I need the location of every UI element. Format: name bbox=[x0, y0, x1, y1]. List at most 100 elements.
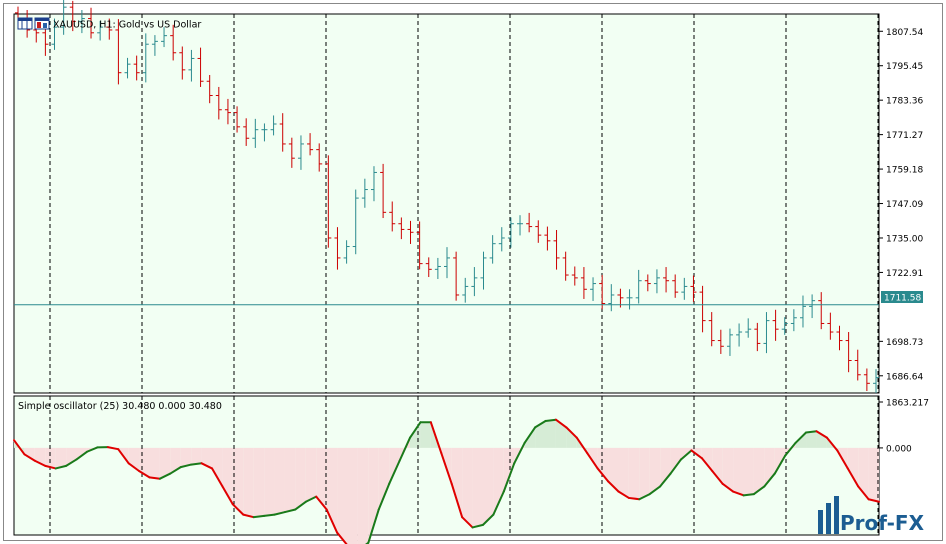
candlestick-series[interactable] bbox=[15, 0, 879, 393]
candle[interactable] bbox=[517, 215, 524, 236]
candle[interactable] bbox=[206, 74, 213, 104]
candle[interactable] bbox=[544, 226, 551, 251]
candle[interactable] bbox=[845, 332, 852, 373]
candle[interactable] bbox=[106, 18, 113, 40]
candle[interactable] bbox=[526, 212, 533, 233]
osc-segment bbox=[294, 500, 307, 511]
candle[interactable] bbox=[297, 135, 304, 170]
candle[interactable] bbox=[398, 217, 405, 240]
candle[interactable] bbox=[170, 24, 177, 61]
candle[interactable] bbox=[142, 33, 149, 83]
candle[interactable] bbox=[462, 277, 469, 303]
candle[interactable] bbox=[653, 269, 660, 294]
candle[interactable] bbox=[51, 18, 58, 50]
candle[interactable] bbox=[197, 47, 204, 87]
candle[interactable] bbox=[608, 284, 615, 312]
candle[interactable] bbox=[444, 247, 450, 279]
candle[interactable] bbox=[873, 369, 879, 393]
candle[interactable] bbox=[279, 113, 286, 152]
candle[interactable] bbox=[88, 7, 95, 39]
candle[interactable] bbox=[717, 329, 724, 354]
symbol-icon[interactable] bbox=[34, 17, 50, 30]
candle[interactable] bbox=[334, 227, 341, 270]
candle[interactable] bbox=[626, 289, 633, 310]
candle[interactable] bbox=[97, 20, 104, 41]
candle[interactable] bbox=[407, 220, 414, 244]
candle[interactable] bbox=[818, 292, 825, 330]
candle[interactable] bbox=[535, 220, 542, 243]
candle[interactable] bbox=[361, 178, 368, 208]
candle[interactable] bbox=[571, 266, 578, 286]
candle[interactable] bbox=[726, 328, 733, 356]
candle[interactable] bbox=[69, 0, 76, 32]
candle[interactable] bbox=[252, 118, 259, 148]
candle[interactable] bbox=[635, 269, 642, 304]
candle[interactable] bbox=[416, 221, 423, 270]
candle[interactable] bbox=[736, 323, 743, 347]
candle[interactable] bbox=[42, 26, 49, 56]
candle[interactable] bbox=[325, 155, 332, 248]
candle[interactable] bbox=[790, 309, 797, 332]
candle[interactable] bbox=[307, 133, 314, 156]
candle[interactable] bbox=[580, 267, 587, 299]
candle[interactable] bbox=[434, 257, 441, 280]
candle[interactable] bbox=[453, 251, 460, 301]
candle[interactable] bbox=[672, 274, 679, 298]
candle[interactable] bbox=[699, 285, 706, 333]
candle[interactable] bbox=[352, 189, 359, 255]
candle[interactable] bbox=[553, 230, 560, 270]
candle[interactable] bbox=[343, 240, 350, 264]
candle[interactable] bbox=[708, 312, 715, 347]
candle[interactable] bbox=[261, 123, 268, 142]
candle[interactable] bbox=[799, 295, 806, 328]
candle[interactable] bbox=[663, 267, 670, 293]
candle[interactable] bbox=[836, 325, 843, 351]
candle[interactable] bbox=[288, 137, 295, 168]
candle[interactable] bbox=[389, 201, 396, 232]
candle[interactable] bbox=[854, 349, 861, 381]
candle[interactable] bbox=[151, 35, 158, 56]
candle[interactable] bbox=[690, 275, 697, 302]
candle[interactable] bbox=[161, 27, 168, 48]
candle[interactable] bbox=[60, 0, 67, 35]
osc-segment bbox=[242, 513, 255, 519]
candle[interactable] bbox=[224, 98, 231, 125]
candle[interactable] bbox=[827, 312, 834, 340]
candle[interactable] bbox=[489, 235, 496, 264]
candle[interactable] bbox=[234, 106, 241, 133]
candle[interactable] bbox=[78, 10, 85, 34]
osc-segment bbox=[554, 418, 568, 429]
candle[interactable] bbox=[179, 46, 186, 80]
candle[interactable] bbox=[809, 294, 816, 319]
candle[interactable] bbox=[763, 312, 770, 354]
candle[interactable] bbox=[380, 163, 387, 219]
candle[interactable] bbox=[425, 257, 432, 278]
price-panel-background[interactable] bbox=[13, 13, 880, 394]
candle[interactable] bbox=[498, 227, 505, 252]
candle[interactable] bbox=[772, 309, 779, 341]
candle[interactable] bbox=[781, 317, 788, 335]
candle[interactable] bbox=[681, 277, 688, 300]
candle[interactable] bbox=[370, 166, 377, 202]
candle[interactable] bbox=[133, 55, 140, 81]
candle[interactable] bbox=[243, 118, 250, 146]
candle[interactable] bbox=[480, 251, 487, 290]
candle[interactable] bbox=[188, 49, 195, 82]
candle[interactable] bbox=[754, 322, 761, 352]
candle[interactable] bbox=[124, 57, 131, 79]
candle[interactable] bbox=[644, 274, 651, 292]
oscillator-line[interactable] bbox=[13, 418, 880, 544]
candle[interactable] bbox=[316, 143, 323, 172]
candle[interactable] bbox=[599, 275, 606, 310]
candle[interactable] bbox=[115, 19, 122, 85]
candle[interactable] bbox=[745, 318, 752, 338]
chart-menu-icon[interactable] bbox=[17, 17, 33, 30]
candle[interactable] bbox=[215, 86, 222, 120]
candle[interactable] bbox=[471, 267, 478, 297]
candle[interactable] bbox=[863, 368, 870, 392]
candle[interactable] bbox=[507, 217, 514, 248]
candle[interactable] bbox=[590, 277, 597, 301]
candle[interactable] bbox=[562, 251, 569, 281]
candle[interactable] bbox=[270, 115, 277, 136]
